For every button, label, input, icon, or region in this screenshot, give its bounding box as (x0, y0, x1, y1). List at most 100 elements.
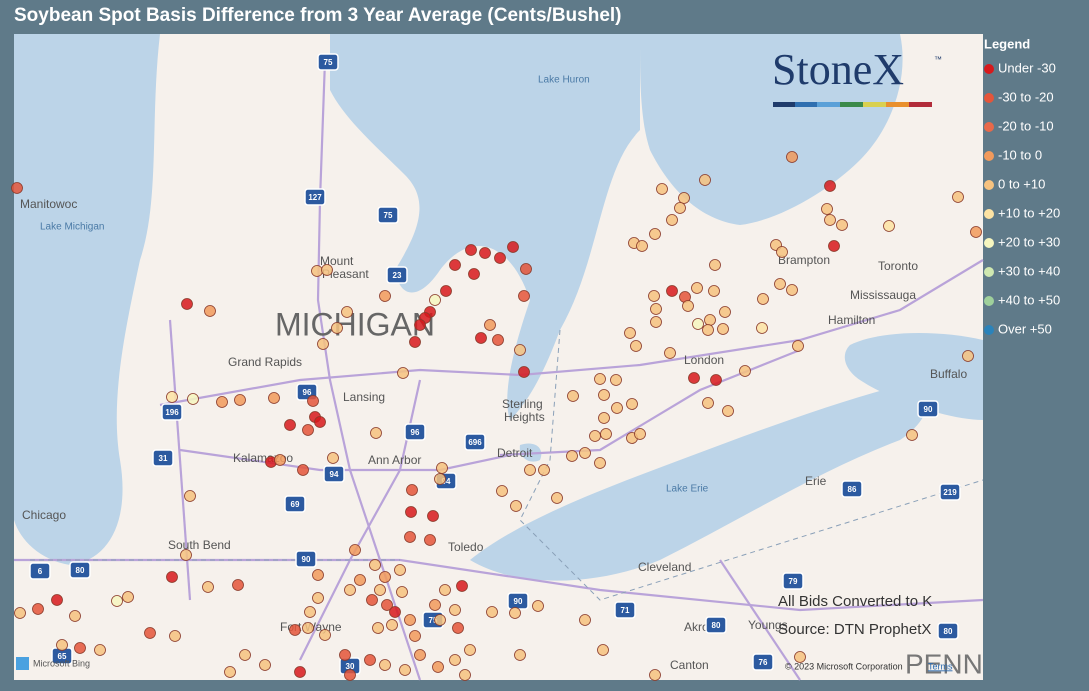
bid-location (331, 322, 343, 334)
place-label: Manitowoc (20, 197, 77, 211)
place-label: Lake Michigan (40, 222, 104, 233)
bid-location (739, 365, 751, 377)
route-number: 696 (468, 438, 482, 447)
bid-location (166, 391, 178, 403)
route-shield (377, 206, 399, 224)
bid-location (492, 334, 504, 346)
legend-label: Over +50 (998, 321, 1052, 336)
route-shield (404, 423, 426, 441)
bid-location (302, 622, 314, 634)
bid-location (692, 318, 704, 330)
place-label: Toledo (448, 540, 484, 554)
legend-title: Legend (984, 36, 1030, 51)
bid-location (364, 654, 376, 666)
bid-location (821, 203, 833, 215)
bid-location (579, 614, 591, 626)
bid-location (691, 282, 703, 294)
route-number: 90 (924, 405, 933, 414)
place-label: Chicago (22, 508, 66, 522)
route-number: 6 (38, 567, 43, 576)
bid-location (74, 642, 86, 654)
bid-location (344, 584, 356, 596)
route-shield (939, 483, 961, 501)
bid-location (406, 484, 418, 496)
bid-location (702, 397, 714, 409)
route-shield (29, 562, 51, 580)
place-label: Grand Rapids (228, 355, 302, 369)
bid-location (594, 457, 606, 469)
route-number: 65 (58, 652, 67, 661)
route-number: 96 (303, 388, 312, 397)
bid-location (598, 389, 610, 401)
legend-label: +30 to +40 (998, 263, 1060, 278)
bid-location (906, 429, 918, 441)
bid-location (399, 664, 411, 676)
bid-location (434, 473, 446, 485)
bid-location (611, 402, 623, 414)
bid-location (507, 241, 519, 253)
legend-label: -10 to 0 (998, 147, 1042, 162)
route-number: 96 (411, 428, 420, 437)
bid-location (600, 428, 612, 440)
bid-location (396, 586, 408, 598)
bid-location (122, 591, 134, 603)
bid-location (319, 629, 331, 641)
bid-location (11, 182, 23, 194)
bid-location (389, 606, 401, 618)
note: Source: DTN ProphetX (778, 621, 931, 638)
terms-link[interactable]: Terms (928, 661, 953, 671)
place-label: Ann Arbor (368, 453, 421, 467)
bid-location (32, 603, 44, 615)
bid-location (792, 340, 804, 352)
bid-location (650, 303, 662, 315)
bid-location (144, 627, 156, 639)
bid-location (708, 285, 720, 297)
bid-location (704, 314, 716, 326)
place-label: Lake Huron (538, 75, 590, 86)
bid-location (449, 259, 461, 271)
bid-location (169, 630, 181, 642)
route-shield (937, 622, 959, 640)
place-label: Pleasant (322, 267, 369, 281)
bid-location (372, 622, 384, 634)
bid-location (468, 268, 480, 280)
route-number: 75 (324, 58, 333, 67)
bid-location (69, 610, 81, 622)
bid-location (312, 592, 324, 604)
route-number: 80 (712, 621, 721, 630)
bid-location (314, 416, 326, 428)
route-number: 90 (514, 597, 523, 606)
bid-location (524, 464, 536, 476)
legend-swatch (984, 209, 994, 219)
route-shield (752, 653, 774, 671)
bid-location (664, 347, 676, 359)
bid-location (216, 396, 228, 408)
bid-location (786, 151, 798, 163)
place-label: Cleveland (638, 560, 691, 574)
route-number: 90 (302, 555, 311, 564)
bid-location (717, 323, 729, 335)
bid-location (366, 594, 378, 606)
bid-location (409, 630, 421, 642)
place-label: Hamilton (828, 313, 875, 327)
bid-location (518, 290, 530, 302)
place-label: Lansing (343, 390, 385, 404)
bid-location (630, 340, 642, 352)
bid-location (239, 649, 251, 661)
bid-location (518, 366, 530, 378)
route-number: 219 (943, 488, 957, 497)
title: Soybean Spot Basis Difference from 3 Yea… (14, 5, 622, 26)
bid-location (496, 485, 508, 497)
bid-location (404, 531, 416, 543)
legend-label: -30 to -20 (998, 89, 1054, 104)
bid-location (180, 549, 192, 561)
bid-location (532, 600, 544, 612)
place-label: Toronto (878, 259, 918, 273)
bid-location (674, 202, 686, 214)
bid-location (204, 305, 216, 317)
bid-location (649, 228, 661, 240)
bid-location (302, 424, 314, 436)
bid-location (432, 661, 444, 673)
bid-location (349, 544, 361, 556)
bid-location (14, 607, 26, 619)
